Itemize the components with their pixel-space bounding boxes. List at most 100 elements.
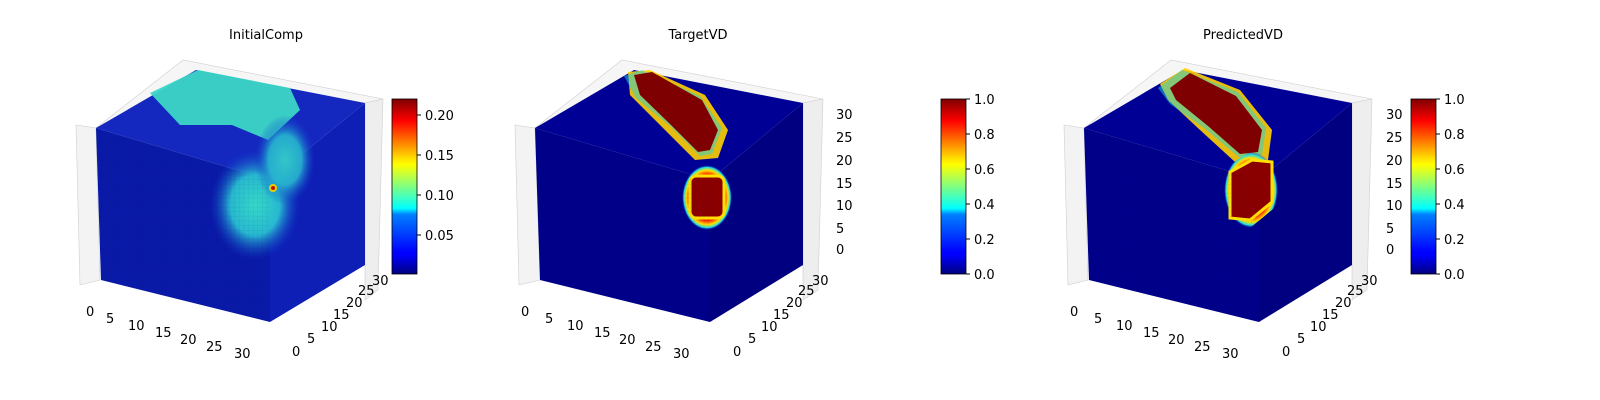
x-tick: 30 — [234, 347, 251, 362]
y-ticks: 0 5 10 15 20 25 30 — [733, 274, 829, 360]
subplot-initial-comp: InitialComp 0 5 10 15 20 25 30 — [75, 28, 454, 362]
x-tick: 20 — [1168, 333, 1185, 348]
x-tick: 15 — [155, 326, 172, 341]
right-face — [1259, 103, 1352, 322]
y-tick: 20 — [1335, 296, 1352, 311]
colorbar-tick: 0.8 — [1444, 128, 1465, 143]
colorbar-tick: 0.20 — [425, 109, 454, 124]
y-tick: 10 — [1310, 320, 1327, 335]
pane-left — [1063, 124, 1089, 286]
y-tick: 30 — [372, 274, 389, 289]
z-tick: 10 — [836, 199, 853, 214]
subplot-target-vd: TargetVD 0 5 10 15 20 25 30 0 — [514, 28, 995, 362]
z-tick: 25 — [1386, 131, 1403, 146]
colorbar-tick: 0.15 — [425, 149, 454, 164]
colorbar-tick: 0.0 — [974, 268, 995, 283]
right-face — [270, 103, 365, 322]
x-tick: 30 — [673, 347, 690, 362]
colorbar-gradient — [940, 98, 967, 275]
z-tick: 30 — [1386, 108, 1403, 123]
z-tick: 15 — [836, 177, 853, 192]
colorbar-tick: 1.0 — [1444, 93, 1465, 108]
colorbar: 0.0 0.2 0.4 0.6 0.8 1.0 — [940, 93, 995, 283]
colorbar-tick: 0.8 — [974, 128, 995, 143]
colorbar: 0.0 0.2 0.4 0.6 0.8 1.0 — [1410, 93, 1465, 283]
y-tick: 30 — [812, 274, 829, 289]
pane-right — [364, 98, 384, 301]
y-tick: 20 — [346, 296, 363, 311]
colorbar-tick: 0.6 — [974, 163, 995, 178]
y-tick: 15 — [333, 308, 350, 323]
y-tick: 25 — [798, 284, 815, 299]
colorbar-tick: 0.4 — [974, 198, 995, 213]
z-tick: 10 — [1386, 199, 1403, 214]
colorbar-tick: 0.05 — [425, 229, 454, 244]
colorbar: 0.05 0.10 0.15 0.20 — [391, 98, 454, 275]
y-tick: 30 — [1361, 274, 1378, 289]
z-tick: 20 — [836, 154, 853, 169]
pane-right — [1351, 98, 1373, 301]
x-tick: 10 — [1116, 319, 1133, 334]
subplot-predicted-vd: PredictedVD 0 5 10 15 20 25 30 0 — [1063, 28, 1465, 362]
y-tick: 5 — [1297, 332, 1305, 347]
x-tick: 5 — [1094, 312, 1102, 327]
y-tick: 0 — [292, 345, 300, 360]
y-tick: 0 — [1282, 345, 1290, 360]
z-ticks: 0 5 10 15 20 25 30 — [836, 108, 853, 258]
subplot-title: PredictedVD — [1203, 28, 1283, 43]
colorbar-tick: 0.6 — [1444, 163, 1465, 178]
x-tick: 10 — [128, 319, 145, 334]
subplot-title: TargetVD — [667, 28, 727, 43]
z-tick: 5 — [1386, 222, 1394, 237]
x-tick: 5 — [106, 312, 114, 327]
y-tick: 25 — [1347, 284, 1364, 299]
y-tick: 0 — [733, 345, 741, 360]
z-tick: 0 — [836, 243, 844, 258]
x-tick: 30 — [1222, 347, 1239, 362]
top-cyan-region — [150, 70, 300, 140]
z-tick: 15 — [1386, 177, 1403, 192]
colorbar-tick: 0.2 — [974, 233, 995, 248]
z-tick: 5 — [836, 222, 844, 237]
x-tick: 0 — [1070, 305, 1078, 320]
subplot-title: InitialComp — [229, 28, 303, 43]
x-tick: 25 — [1194, 340, 1211, 355]
y-tick: 5 — [748, 332, 756, 347]
y-tick: 20 — [786, 296, 803, 311]
z-ticks: 0 5 10 15 20 25 30 — [1386, 108, 1403, 258]
z-tick: 30 — [836, 108, 853, 123]
z-tick: 25 — [836, 131, 853, 146]
x-ticks: 0 5 10 15 20 25 30 — [86, 305, 251, 362]
y-tick: 5 — [307, 332, 315, 347]
voxel-cube — [96, 70, 365, 322]
colorbar-tick: 0.4 — [1444, 198, 1465, 213]
right-face — [710, 103, 803, 322]
x-tick: 25 — [206, 340, 223, 355]
top-hot-band — [1170, 73, 1262, 154]
z-tick: 0 — [1386, 243, 1394, 258]
colorbar-tick: 0.10 — [425, 189, 454, 204]
x-tick: 10 — [567, 319, 584, 334]
x-tick: 25 — [645, 340, 662, 355]
x-tick: 0 — [521, 305, 529, 320]
top-hot-band — [634, 72, 718, 152]
x-ticks: 0 5 10 15 20 25 30 — [1070, 305, 1239, 362]
y-tick: 15 — [773, 308, 790, 323]
y-tick: 15 — [1322, 308, 1339, 323]
x-tick: 0 — [86, 305, 94, 320]
pane-right — [802, 98, 824, 301]
y-tick: 10 — [761, 320, 778, 335]
y-tick: 25 — [358, 284, 375, 299]
colorbar-tick: 0.2 — [1444, 233, 1465, 248]
x-tick: 15 — [1143, 326, 1160, 341]
colorbar-gradient — [1410, 98, 1437, 275]
colorbar-tick: 0.0 — [1444, 268, 1465, 283]
y-ticks: 0 5 10 15 20 25 30 — [1282, 274, 1378, 360]
x-tick: 15 — [594, 326, 611, 341]
x-tick: 20 — [180, 333, 197, 348]
x-tick: 20 — [619, 333, 636, 348]
voxel-cube — [1084, 68, 1352, 322]
x-tick: 5 — [545, 312, 553, 327]
x-ticks: 0 5 10 15 20 25 30 — [521, 305, 690, 362]
